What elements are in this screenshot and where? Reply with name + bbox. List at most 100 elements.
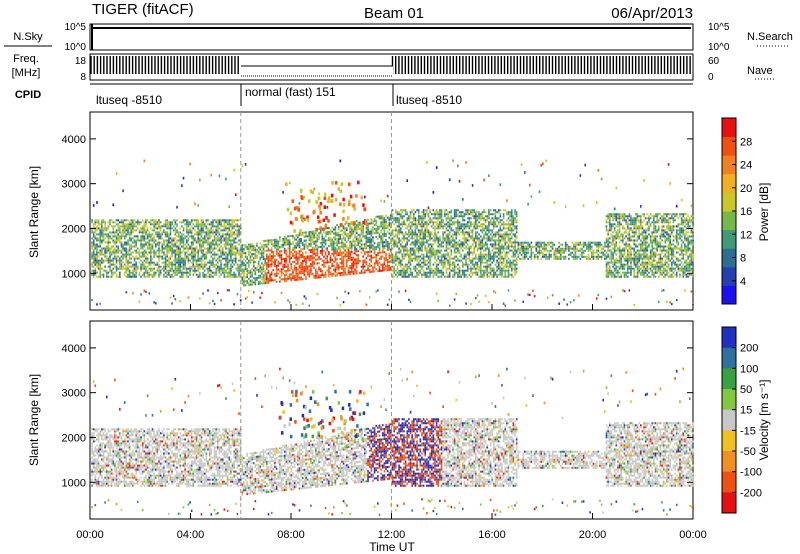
echo-cell: [187, 243, 190, 246]
echo-cell: [349, 234, 351, 237]
echo-cell: [444, 239, 446, 242]
echo-cell: [146, 269, 149, 272]
echo-cell: [217, 239, 219, 242]
echo-cell: [450, 263, 453, 266]
echo-cell: [218, 231, 221, 234]
echo-cell: [217, 249, 219, 252]
echo-cell: [239, 241, 242, 244]
echo-cell: [168, 261, 170, 264]
echo-cell: [483, 269, 485, 272]
echo-cell: [497, 261, 500, 264]
echo-cell: [398, 219, 400, 222]
echo-cell: [231, 239, 234, 242]
echo-cell: [491, 269, 493, 272]
echo-cell: [109, 269, 111, 272]
echo-cell: [283, 259, 286, 262]
echo-cell: [355, 250, 358, 253]
echo-cell: [241, 282, 244, 285]
echo-cell: [297, 234, 299, 237]
echo-cell: [246, 276, 249, 279]
echo-cell: [101, 223, 103, 226]
echo-cell: [228, 229, 231, 232]
echo-cell: [256, 250, 258, 253]
echo-cell: [391, 275, 394, 278]
echo-cell: [501, 261, 503, 264]
echo-cell: [123, 263, 126, 266]
echo-cell: [194, 271, 196, 274]
echo-cell: [300, 231, 302, 234]
echo-cell: [275, 274, 278, 277]
echo-cell: [499, 227, 502, 230]
echo-cell: [135, 271, 137, 274]
echo-cell: [367, 236, 369, 239]
echo-cell: [158, 271, 160, 274]
echo-cell: [135, 261, 137, 264]
echo-cell: [403, 273, 405, 276]
echo-cell: [230, 245, 232, 248]
echo-cell: [156, 261, 159, 264]
echo-cell: [221, 267, 224, 270]
echo-cell: [406, 271, 409, 274]
echo-cell: [448, 259, 451, 262]
echo-cell: [148, 273, 151, 276]
echo-cell: [298, 272, 301, 275]
echo-cell: [350, 258, 353, 261]
echo-cell: [341, 233, 343, 236]
echo-cell: [421, 237, 423, 240]
echo-cell: [346, 273, 348, 276]
echo-cell: [455, 292, 458, 295]
echo-cell: [99, 302, 102, 305]
echo-cell: [143, 267, 146, 270]
echo-cell: [130, 245, 133, 248]
echo-cell: [465, 239, 467, 242]
echo-cell: [264, 245, 266, 248]
echo-cell: [332, 246, 335, 249]
echo-cell: [448, 271, 451, 274]
echo-cell: [453, 233, 456, 236]
echo-cell: [440, 213, 443, 216]
echo-cell: [444, 255, 446, 258]
echo-cell: [156, 243, 159, 246]
echo-cell: [169, 225, 172, 228]
echo-cell: [125, 267, 128, 270]
echo-cell: [114, 243, 116, 246]
echo-cell: [434, 255, 436, 258]
echo-cell: [151, 261, 154, 264]
echo-cell: [323, 275, 325, 278]
echo-cell: [360, 251, 363, 254]
echo-cell: [132, 223, 134, 226]
echo-cell: [497, 245, 500, 248]
echo-cell: [94, 273, 97, 276]
echo-cell: [298, 258, 301, 261]
echo-cell: [481, 257, 484, 260]
echo-cell: [169, 229, 172, 232]
echo-cell: [213, 239, 216, 242]
echo-cell: [427, 251, 430, 254]
echo-cell: [305, 297, 307, 300]
echo-cell: [254, 248, 257, 251]
echo-cell: [150, 221, 152, 224]
echo-cell: [491, 229, 493, 232]
echo-cell: [107, 249, 110, 252]
echo-cell: [91, 298, 93, 302]
echo-cell: [339, 272, 342, 275]
echo-cell: [404, 273, 407, 276]
echo-cell: [475, 215, 477, 218]
echo-cell: [475, 235, 477, 238]
echo-cell: [398, 213, 400, 216]
echo-cell: [471, 259, 474, 262]
echo-cell: [354, 242, 356, 245]
echo-cell: [174, 241, 177, 244]
echo-cell: [440, 215, 443, 218]
echo-cell: [318, 274, 320, 277]
echo-cell: [228, 269, 231, 272]
echo-cell: [460, 227, 462, 230]
echo-cell: [378, 265, 381, 268]
echo-cell: [362, 229, 364, 232]
echo-cell: [96, 271, 98, 274]
echo-cell: [114, 231, 116, 234]
echo-cell: [395, 243, 397, 246]
echo-cell: [448, 261, 451, 264]
echo-cell: [163, 265, 165, 268]
echo-cell: [266, 271, 268, 274]
